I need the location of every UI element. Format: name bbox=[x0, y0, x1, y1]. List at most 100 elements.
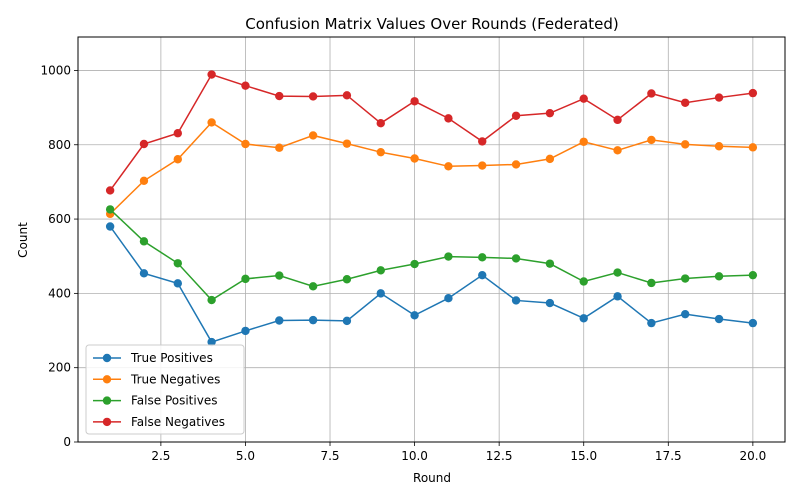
series-layer bbox=[105, 70, 758, 347]
data-point-false-positives bbox=[545, 259, 555, 268]
data-point-true-positives bbox=[308, 315, 318, 325]
y-tick-label: 800 bbox=[48, 138, 71, 152]
data-point-false-positives bbox=[511, 254, 521, 263]
data-point-true-negatives bbox=[376, 147, 385, 157]
data-point-false-positives bbox=[139, 237, 149, 246]
data-point-true-positives bbox=[511, 296, 521, 305]
data-point-false-negatives bbox=[105, 186, 115, 195]
data-point-true-positives bbox=[579, 314, 588, 323]
data-point-true-negatives bbox=[410, 154, 419, 163]
series-line-true-negatives bbox=[109, 121, 753, 215]
data-point-true-negatives bbox=[545, 154, 555, 164]
data-point-false-negatives bbox=[579, 94, 588, 103]
data-point-false-positives bbox=[105, 205, 115, 214]
series-line-false-positives bbox=[109, 208, 753, 302]
plot-frame bbox=[77, 36, 786, 443]
data-point-false-negatives bbox=[748, 88, 758, 98]
y-tick-label: 600 bbox=[48, 212, 71, 226]
ticks: 2.5 5.0 7.5 10.0 12.5 15.0 17.5 20.0 0 200 400 600 8… bbox=[40, 63, 766, 463]
legend-marker bbox=[102, 353, 112, 363]
data-point-true-positives bbox=[444, 294, 453, 303]
data-point-true-positives bbox=[748, 318, 758, 328]
legend-item-false-negatives: False Negatives bbox=[93, 415, 225, 429]
data-point-false-positives bbox=[714, 272, 724, 281]
data-point-false-positives bbox=[241, 274, 250, 284]
x-tick-label: 7.5 bbox=[320, 449, 339, 463]
data-point-false-positives bbox=[207, 295, 216, 305]
data-point-true-negatives bbox=[748, 143, 758, 152]
data-point-true-negatives bbox=[681, 140, 690, 149]
data-point-false-positives bbox=[579, 277, 588, 286]
data-point-true-positives bbox=[613, 292, 622, 301]
data-point-false-negatives bbox=[139, 139, 149, 149]
data-point-true-positives bbox=[275, 316, 284, 325]
data-point-false-positives bbox=[308, 282, 318, 291]
data-point-true-negatives bbox=[207, 118, 216, 127]
data-point-false-negatives bbox=[308, 92, 318, 101]
data-point-false-negatives bbox=[714, 93, 724, 102]
x-tick-label: 5.0 bbox=[236, 449, 255, 463]
data-point-false-negatives bbox=[342, 91, 352, 100]
y-tick-label: 0 bbox=[63, 435, 71, 449]
series-false-negatives bbox=[105, 70, 758, 195]
x-axis-label: Round bbox=[413, 471, 451, 485]
data-point-false-positives bbox=[342, 275, 352, 284]
data-point-false-negatives bbox=[613, 115, 622, 125]
data-point-false-negatives bbox=[275, 91, 284, 101]
y-tick-label: 200 bbox=[48, 361, 71, 375]
data-point-false-positives bbox=[647, 278, 656, 288]
data-point-true-negatives bbox=[647, 135, 656, 145]
data-point-true-negatives bbox=[275, 143, 284, 152]
data-point-false-negatives bbox=[173, 129, 182, 138]
data-point-true-positives bbox=[714, 314, 724, 324]
data-point-true-negatives bbox=[511, 160, 521, 169]
legend-item-true-positives: True Positives bbox=[93, 351, 213, 365]
data-point-false-negatives bbox=[511, 111, 521, 120]
data-point-false-negatives bbox=[545, 108, 555, 118]
data-point-false-positives bbox=[376, 266, 385, 275]
x-tick-label: 12.5 bbox=[486, 449, 513, 463]
x-tick-label: 2.5 bbox=[151, 449, 170, 463]
chart-title: Confusion Matrix Values Over Rounds (Fed… bbox=[245, 15, 619, 33]
series-line-true-positives bbox=[109, 226, 753, 343]
data-point-false-negatives bbox=[444, 114, 453, 123]
data-point-false-negatives bbox=[478, 137, 487, 146]
data-point-false-positives bbox=[275, 271, 284, 280]
x-tick-label: 10.0 bbox=[401, 449, 428, 463]
data-point-false-positives bbox=[748, 270, 758, 280]
data-point-true-positives bbox=[207, 337, 216, 347]
data-point-false-positives bbox=[681, 274, 690, 283]
legend-label: False Negatives bbox=[131, 415, 225, 429]
data-point-true-positives bbox=[342, 316, 352, 326]
data-point-false-positives bbox=[173, 259, 182, 268]
y-axis-label: Count bbox=[16, 222, 30, 258]
data-point-false-negatives bbox=[647, 89, 656, 98]
data-point-true-negatives bbox=[478, 161, 487, 170]
data-point-true-negatives bbox=[444, 162, 453, 171]
data-point-true-positives bbox=[105, 222, 115, 231]
data-point-false-positives bbox=[478, 253, 487, 262]
grid bbox=[78, 37, 785, 443]
legend-item-true-negatives: True Negatives bbox=[93, 372, 220, 386]
x-tick-label: 20.0 bbox=[740, 449, 767, 463]
data-point-true-positives bbox=[681, 309, 690, 319]
data-point-true-positives bbox=[478, 270, 487, 280]
data-point-true-negatives bbox=[342, 139, 352, 148]
data-point-false-negatives bbox=[241, 81, 250, 90]
data-point-false-positives bbox=[613, 268, 622, 277]
y-tick-label: 400 bbox=[48, 286, 71, 300]
series-false-positives bbox=[105, 205, 758, 305]
legend-marker bbox=[102, 375, 112, 384]
legend-marker bbox=[102, 417, 112, 427]
y-tick-label: 1000 bbox=[40, 63, 71, 77]
legend-box bbox=[85, 344, 245, 435]
data-point-true-negatives bbox=[173, 155, 182, 164]
legend-label: False Positives bbox=[131, 394, 217, 408]
series-line-false-negatives bbox=[109, 73, 753, 191]
data-point-true-negatives bbox=[613, 146, 622, 155]
x-tick-label: 15.0 bbox=[570, 449, 597, 463]
data-point-true-positives bbox=[647, 318, 656, 328]
data-point-true-positives bbox=[241, 326, 250, 336]
data-point-true-positives bbox=[173, 279, 182, 288]
